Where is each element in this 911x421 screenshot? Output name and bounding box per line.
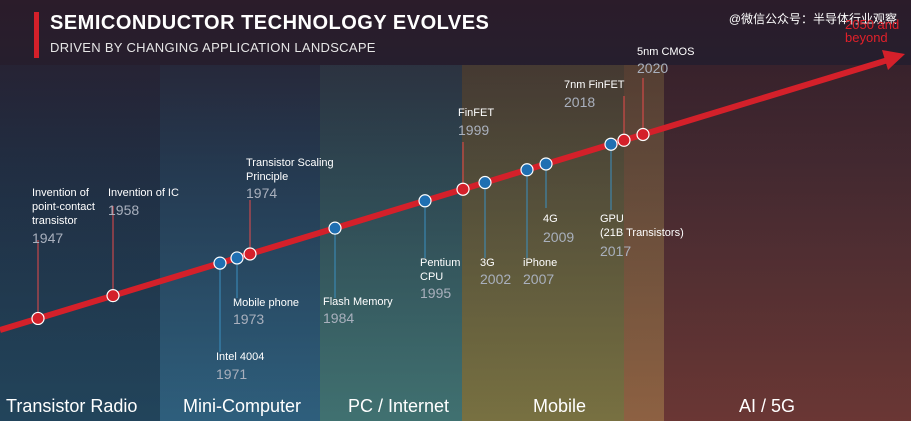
milestone-year: 2020	[637, 60, 669, 76]
milestone-dot	[520, 163, 534, 177]
era-label-transistor-radio: Transistor Radio	[6, 396, 138, 416]
milestone-label: Mobile phone	[233, 297, 300, 309]
milestone-dot	[230, 251, 244, 265]
milestone-dot	[636, 127, 650, 142]
era-band-transistor-radio	[0, 65, 160, 421]
milestone-dots	[31, 127, 650, 326]
milestone-year: 2009	[543, 229, 575, 245]
milestone-year: 1995	[420, 285, 452, 301]
milestone-dot	[604, 137, 618, 151]
milestone-label: 7nm FinFET	[564, 79, 625, 91]
milestone-label: Invention of IC	[108, 187, 179, 199]
milestone-year: 1974	[246, 185, 278, 201]
leader-lines	[37, 78, 644, 352]
era-label-mini-computer: Mini-Computer	[183, 396, 302, 416]
era-label-mobile: Mobile	[533, 396, 587, 416]
milestone-year: 2002	[480, 271, 512, 287]
milestone-dot	[106, 289, 120, 303]
milestone-label: 3G	[480, 257, 495, 269]
milestone-label: Transistor Scaling Principle	[246, 157, 334, 183]
era-label-pc-internet: PC / Internet	[348, 396, 450, 416]
milestone-label: Invention of point-contact transistor	[32, 187, 95, 227]
page-subtitle: DRIVEN BY CHANGING APPLICATION LANDSCAPE	[50, 40, 376, 55]
milestone-year: 1958	[108, 202, 140, 218]
milestone-dot	[539, 157, 553, 171]
milestone-dot	[478, 175, 492, 190]
milestone-label: 5nm CMOS	[637, 46, 695, 58]
era-band-mobile	[462, 65, 624, 421]
trend-arrow-head	[882, 50, 905, 70]
milestone-year: 1973	[233, 311, 265, 327]
trend-arrow-line	[0, 57, 889, 333]
watermark: @微信公众号：半导体行业观察	[728, 12, 897, 26]
milestone-label: Intel 4004	[216, 351, 265, 363]
milestone-year: 1947	[32, 230, 64, 246]
page-title: SEMICONDUCTOR TECHNOLOGY EVOLVES	[50, 12, 490, 34]
milestone-dot	[456, 182, 470, 196]
milestone-year: 1999	[458, 122, 490, 138]
milestone-dot	[31, 311, 45, 326]
milestone-label: Pentium CPU	[420, 257, 461, 283]
milestone-dot	[418, 194, 432, 208]
milestone-label: GPU (21B Transistors)	[600, 213, 684, 239]
milestone-year: 2018	[564, 94, 596, 110]
arrow-end-label: 2050 and beyond	[845, 17, 900, 45]
milestone-year: 2007	[523, 271, 555, 287]
milestone-year: 2017	[600, 243, 632, 259]
era-band-ai-5g	[664, 65, 911, 421]
era-band-transition	[624, 65, 664, 421]
milestone-year: 1984	[323, 310, 355, 326]
milestone-dot	[243, 247, 257, 261]
milestone-label: 4G	[543, 213, 558, 225]
milestone-dot	[328, 221, 342, 235]
title-accent-bar	[34, 12, 39, 58]
era-band-pc-internet	[320, 65, 462, 421]
milestone-label: iPhone	[523, 257, 558, 269]
milestone-dot	[617, 133, 631, 147]
era-label-ai-5g: AI / 5G	[739, 396, 796, 416]
milestone-label: Flash Memory	[323, 296, 393, 308]
milestone-label: FinFET	[458, 107, 495, 119]
milestone-year: 1971	[216, 366, 248, 382]
milestone-dot	[213, 256, 227, 270]
